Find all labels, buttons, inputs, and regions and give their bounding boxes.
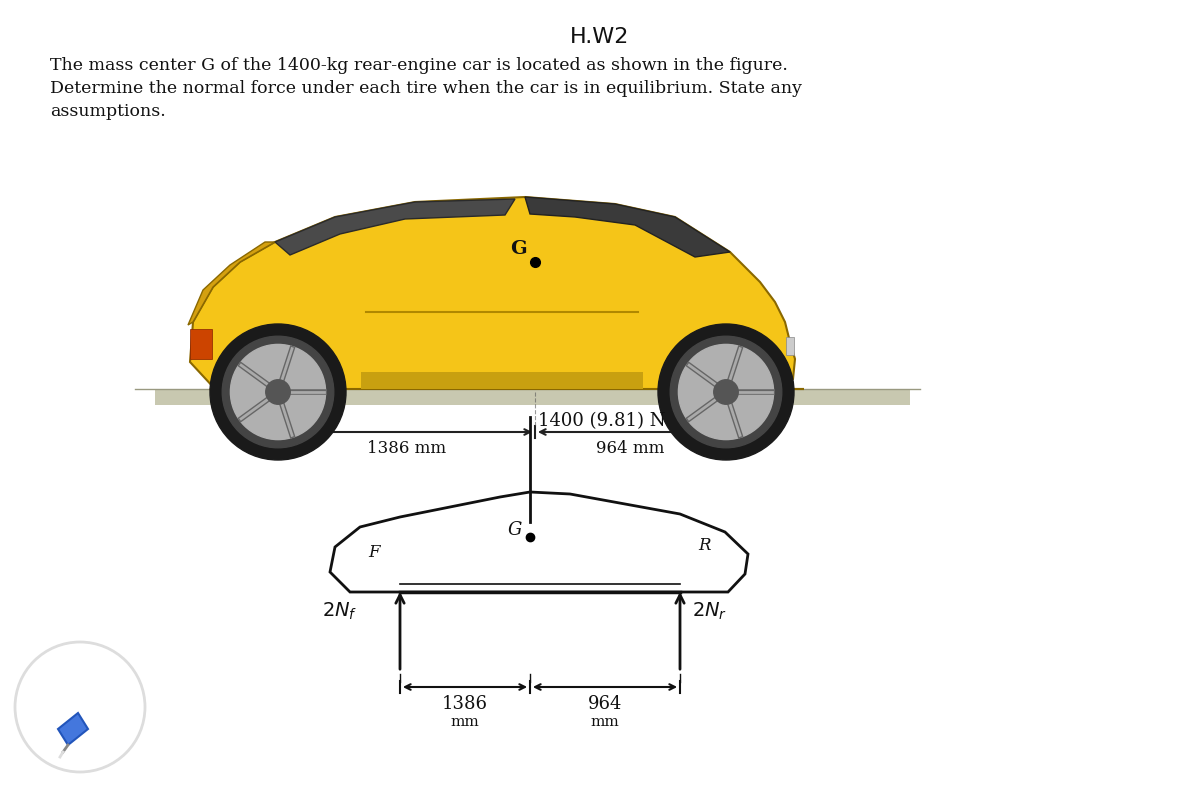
Text: $2N_f$: $2N_f$	[322, 601, 358, 623]
Text: 1400 (9.81) N: 1400 (9.81) N	[538, 412, 666, 430]
Text: H.W2: H.W2	[570, 27, 630, 47]
Polygon shape	[188, 242, 275, 325]
Text: 964: 964	[588, 695, 622, 713]
Text: $2N_r$: $2N_r$	[692, 601, 727, 623]
Circle shape	[230, 345, 325, 440]
Bar	[190, 329, 212, 359]
Text: assumptions.: assumptions.	[50, 103, 166, 120]
Text: F: F	[368, 544, 379, 561]
Text: 1386 mm: 1386 mm	[367, 440, 446, 457]
Circle shape	[714, 380, 738, 405]
FancyBboxPatch shape	[155, 389, 910, 405]
Circle shape	[14, 642, 145, 772]
Circle shape	[222, 336, 334, 448]
Text: The mass center G of the 1400-kg rear-engine car is located as shown in the figu: The mass center G of the 1400-kg rear-en…	[50, 57, 788, 74]
Polygon shape	[58, 713, 88, 745]
Text: 964 mm: 964 mm	[596, 440, 665, 457]
Circle shape	[265, 380, 290, 405]
Text: mm: mm	[590, 715, 619, 729]
Circle shape	[658, 324, 794, 460]
Circle shape	[671, 336, 781, 448]
Polygon shape	[361, 372, 643, 389]
Bar	[786, 337, 794, 355]
Text: 1386: 1386	[442, 695, 488, 713]
Polygon shape	[190, 197, 804, 395]
Polygon shape	[275, 199, 515, 255]
Text: G: G	[508, 521, 522, 539]
Text: mm: mm	[451, 715, 479, 729]
Text: Determine the normal force under each tire when the car is in equilibrium. State: Determine the normal force under each ti…	[50, 80, 802, 97]
Text: G: G	[510, 240, 527, 258]
Polygon shape	[526, 197, 730, 257]
Circle shape	[210, 324, 346, 460]
Circle shape	[678, 345, 774, 440]
Text: R: R	[698, 537, 710, 554]
Polygon shape	[330, 492, 748, 592]
